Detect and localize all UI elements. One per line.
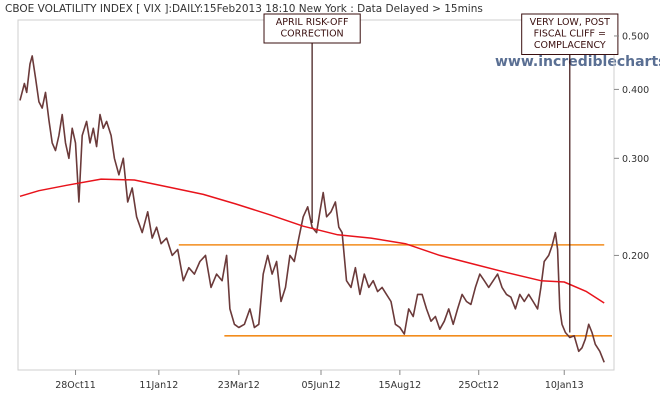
- annotation-box-1: [521, 13, 619, 55]
- x-tick-label-5: 25Oct12: [458, 380, 499, 391]
- y-axis: 0.500 0.400 0.300 0.200: [614, 31, 649, 262]
- x-axis: 28Oct11 11Jan12 23Mar12 05Jun12 15Aug12 25Oct…: [55, 370, 584, 391]
- y-tick-label-2: 0.300: [622, 154, 649, 165]
- watermark: www.incrediblecharts.com: [495, 54, 660, 70]
- y-tick-label-1: 0.400: [622, 85, 649, 96]
- x-tick-label-3: 05Jun12: [301, 380, 340, 391]
- x-tick-label-0: 28Oct11: [55, 380, 96, 391]
- annotation-text-0-1: CORRECTION: [281, 29, 344, 40]
- annotation-text-1-1: FISCAL CLIFF =: [534, 29, 606, 40]
- support-resistance-lines: [178, 244, 612, 337]
- annotation-text-0-0: APRIL RISK-OFF: [276, 17, 349, 28]
- series-line-0: [19, 55, 605, 363]
- series-line-1: [19, 178, 605, 304]
- chart-title: CBOE VOLATILITY INDEX [ VIX ]:DAILY:15Fe…: [5, 3, 483, 15]
- y-tick-label-0: 0.500: [622, 31, 649, 42]
- x-tick-label-1: 11Jan12: [139, 380, 178, 391]
- annotation-text-1-0: VERY LOW, POST: [530, 17, 610, 28]
- x-tick-label-2: 23Mar12: [218, 380, 260, 391]
- x-tick-label-4: 15Aug12: [378, 380, 421, 391]
- x-tick-label-6: 10Jan13: [545, 380, 584, 391]
- annotation-text-1-2: COMPLACENCY: [534, 40, 606, 51]
- y-tick-label-3: 0.200: [622, 251, 649, 262]
- series-group: [19, 55, 605, 363]
